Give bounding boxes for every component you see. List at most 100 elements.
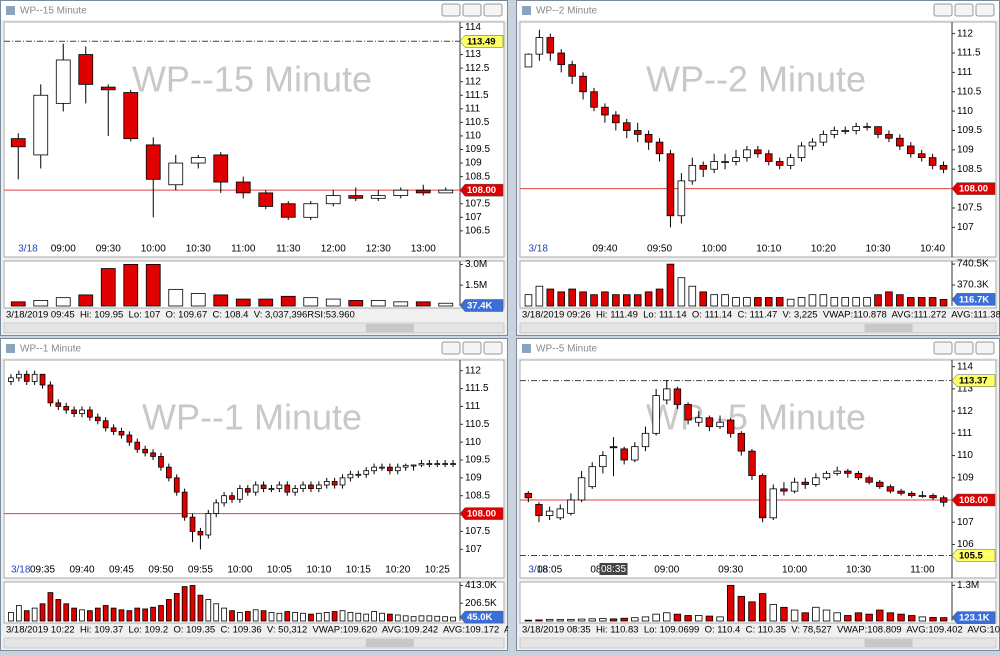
- y-tick-label: 109.5: [957, 125, 982, 136]
- y-tick-label: 112: [465, 365, 481, 376]
- volume-bar: [929, 298, 936, 306]
- x-tick-label: 10:30: [846, 565, 871, 576]
- volume-bar: [269, 612, 274, 621]
- scrollbar-thumb[interactable]: [366, 324, 414, 332]
- candle-body: [663, 389, 670, 400]
- minimize-button[interactable]: [934, 4, 952, 16]
- watermark: WP--15 Minute: [132, 59, 372, 100]
- volume-bar: [536, 286, 543, 306]
- volume-tick-label: 3.0M: [465, 259, 487, 270]
- candle-body: [855, 473, 862, 477]
- candle-body: [411, 465, 416, 466]
- candle-body: [103, 421, 108, 428]
- candle-body: [301, 485, 306, 489]
- volume-bar: [569, 289, 576, 306]
- candle-body: [259, 193, 273, 207]
- volume-bar: [79, 295, 93, 306]
- volume-bar: [293, 612, 298, 621]
- window-title: WP--15 Minute: [20, 6, 87, 17]
- restore-button[interactable]: [955, 342, 973, 354]
- status-line: 3/18/2019 09:45 Hi: 109.95 Lo: 107 O: 10…: [6, 310, 355, 321]
- volume-bar: [623, 295, 630, 306]
- y-tick-label: 111.5: [465, 383, 489, 394]
- candle-body: [293, 489, 298, 493]
- candle-body: [678, 181, 685, 216]
- x-tick-label: 09:55: [188, 565, 213, 576]
- volume-bar: [776, 298, 783, 306]
- volume-bar: [842, 298, 849, 306]
- volume-bar: [930, 617, 937, 621]
- window-icon: [522, 6, 531, 15]
- candle-body: [722, 162, 729, 163]
- volume-bar: [387, 614, 392, 621]
- scrollbar-track[interactable]: [4, 638, 504, 648]
- candle-body: [40, 374, 45, 385]
- candle-body: [569, 65, 576, 77]
- scrollbar-track[interactable]: [520, 323, 996, 333]
- candle-body: [700, 165, 707, 169]
- volume-bar: [525, 295, 532, 306]
- volume-last-label: 37.4K: [467, 300, 492, 311]
- volume-bar: [695, 616, 702, 621]
- candle-body: [898, 491, 905, 493]
- close-button[interactable]: [976, 342, 994, 354]
- volume-bar: [875, 295, 882, 306]
- y-tick-label: 107.5: [465, 198, 490, 209]
- window-icon: [6, 6, 15, 15]
- volume-bar: [348, 612, 353, 621]
- price-pane: [520, 22, 996, 257]
- minimize-button[interactable]: [934, 342, 952, 354]
- volume-bar: [791, 610, 798, 621]
- scrollbar-thumb[interactable]: [366, 639, 414, 647]
- volume-bar: [34, 300, 48, 306]
- volume-bar: [95, 608, 100, 621]
- y-tick-label: 111: [957, 67, 973, 78]
- close-button[interactable]: [484, 4, 502, 16]
- candle-body: [237, 489, 242, 500]
- scrollbar-thumb[interactable]: [864, 639, 912, 647]
- x-tick-label: 11:00: [231, 244, 256, 255]
- restore-button[interactable]: [463, 4, 481, 16]
- volume-bar: [146, 264, 160, 306]
- volume-bar: [285, 612, 290, 621]
- close-button[interactable]: [484, 342, 502, 354]
- scrollbar-track[interactable]: [520, 638, 996, 648]
- minimize-button[interactable]: [442, 342, 460, 354]
- volume-bar: [759, 594, 766, 621]
- y-tick-label: 109: [465, 158, 482, 169]
- candle-body: [864, 127, 871, 128]
- volume-last-label: 123.1K: [959, 613, 990, 624]
- candle-body: [589, 467, 596, 487]
- candle-body: [733, 158, 740, 162]
- restore-button[interactable]: [463, 342, 481, 354]
- candle-body: [866, 478, 873, 482]
- close-button[interactable]: [976, 4, 994, 16]
- candle-body: [525, 493, 532, 497]
- volume-bar: [214, 604, 219, 621]
- candle-body: [557, 509, 564, 518]
- volume-bar: [876, 610, 883, 621]
- candle-body: [919, 496, 926, 497]
- volume-bar: [547, 289, 554, 306]
- candle-body: [667, 154, 674, 216]
- candle-body: [230, 496, 235, 500]
- volume-bar: [394, 302, 408, 306]
- y-tick-label: 107: [465, 212, 482, 223]
- volume-bar: [24, 611, 29, 621]
- window-title: WP--2 Minute: [536, 6, 598, 17]
- volume-bar: [722, 295, 729, 306]
- last-price-label: 108.00: [467, 185, 496, 196]
- candle-body: [770, 489, 777, 518]
- y-tick-label: 110: [957, 450, 973, 461]
- scrollbar-track[interactable]: [4, 323, 504, 333]
- volume-bar: [101, 269, 115, 306]
- volume-bar: [182, 587, 187, 621]
- volume-bar: [855, 613, 862, 621]
- y-tick-label: 113: [465, 49, 481, 60]
- volume-bar: [451, 617, 456, 621]
- restore-button[interactable]: [955, 4, 973, 16]
- volume-bar: [645, 292, 652, 306]
- minimize-button[interactable]: [442, 4, 460, 16]
- scrollbar-thumb[interactable]: [864, 324, 912, 332]
